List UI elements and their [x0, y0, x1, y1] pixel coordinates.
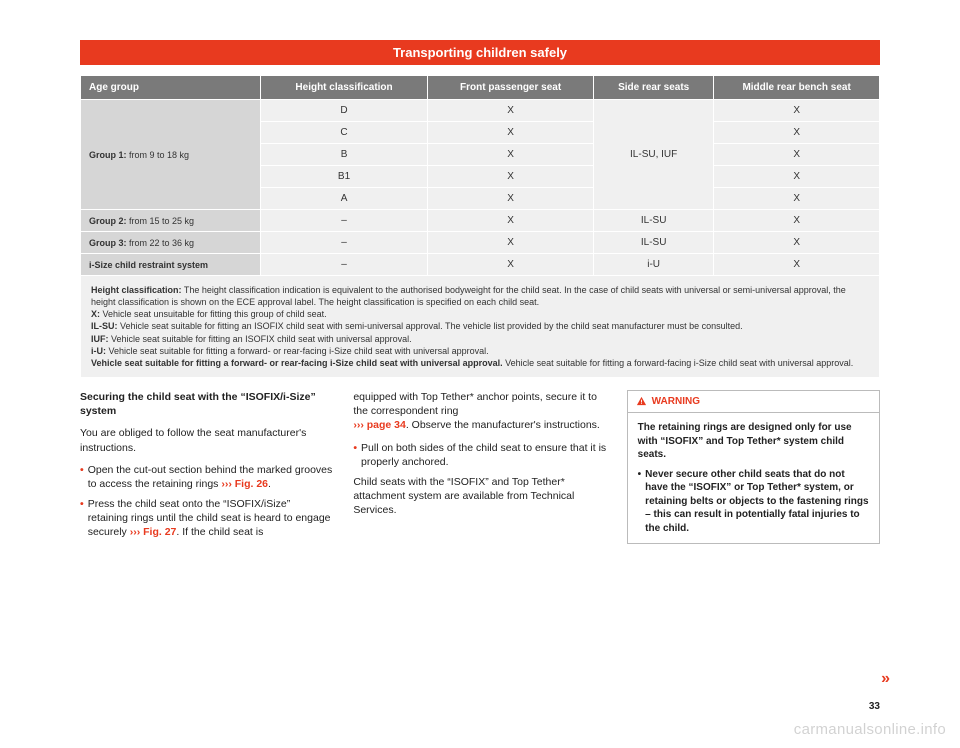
col-side-rear: Side rear seats [594, 76, 714, 100]
table-footnote-row: Height classification: The height classi… [81, 276, 880, 378]
warning-box: WARNING The retaining rings are designed… [627, 390, 880, 545]
table-row: i-Size child restraint system – X i-U X [81, 254, 880, 276]
cell: X [428, 166, 594, 188]
warning-bullet: • Never secure other child seats that do… [638, 468, 869, 536]
section-header: Transporting children safely [80, 40, 880, 65]
row-label-group1: Group 1: from 9 to 18 kg [81, 100, 261, 210]
cell: IL-SU [594, 210, 714, 232]
subheading: Securing the child seat with the “ISOFIX… [80, 390, 333, 418]
warning-triangle-icon [636, 396, 647, 407]
row-label-group3: Group 3: from 22 to 36 kg [81, 232, 261, 254]
paragraph: equipped with Top Tether* anchor points,… [353, 390, 606, 433]
column-2: equipped with Top Tether* anchor points,… [353, 390, 606, 546]
cell: X [714, 254, 880, 276]
cell: X [714, 166, 880, 188]
cell: – [260, 254, 427, 276]
watermark: carmanualsonline.info [794, 721, 946, 738]
bullet-item: • Pull on both sides of the child seat t… [353, 441, 606, 469]
cell: X [428, 254, 594, 276]
paragraph: Child seats with the “ISOFIX” and Top Te… [353, 475, 606, 518]
footnote-cell: Height classification: The height classi… [81, 276, 880, 378]
col-front-passenger: Front passenger seat [428, 76, 594, 100]
continuation-mark: » [881, 670, 890, 688]
cell: X [714, 100, 880, 122]
cell: X [714, 210, 880, 232]
warning-body: The retaining rings are designed only fo… [628, 413, 879, 543]
cell: B1 [260, 166, 427, 188]
fig-ref-link: ››› Fig. 26 [221, 478, 268, 490]
warning-paragraph: The retaining rings are designed only fo… [638, 421, 869, 462]
col-age-group: Age group [81, 76, 261, 100]
page-ref-link: ››› page 34 [353, 419, 406, 431]
fig-ref-link: ››› Fig. 27 [130, 526, 177, 538]
cell: X [428, 100, 594, 122]
bullet-dot-icon: • [353, 441, 357, 469]
bullet-dot-icon: • [638, 468, 642, 536]
cell: C [260, 122, 427, 144]
paragraph: You are obliged to follow the seat manuf… [80, 426, 333, 454]
cell: D [260, 100, 427, 122]
column-1: Securing the child seat with the “ISOFIX… [80, 390, 333, 546]
col-height: Height classification [260, 76, 427, 100]
row-label-isize: i-Size child restraint system [81, 254, 261, 276]
cell: – [260, 210, 427, 232]
col-middle-rear: Middle rear bench seat [714, 76, 880, 100]
classification-table: Age group Height classification Front pa… [80, 75, 880, 378]
warning-header: WARNING [628, 391, 879, 414]
column-3: WARNING The retaining rings are designed… [627, 390, 880, 546]
row-label-group2: Group 2: from 15 to 25 kg [81, 210, 261, 232]
cell: A [260, 188, 427, 210]
bullet-item: • Press the child seat onto the “ISOFIX/… [80, 497, 333, 540]
cell: X [714, 188, 880, 210]
warning-label: WARNING [652, 395, 700, 409]
table-row: Group 3: from 22 to 36 kg – X IL-SU X [81, 232, 880, 254]
table-row: Group 2: from 15 to 25 kg – X IL-SU X [81, 210, 880, 232]
cell-side-span: IL-SU, IUF [594, 100, 714, 210]
cell: X [714, 232, 880, 254]
page-number: 33 [869, 701, 880, 712]
body-columns: Securing the child seat with the “ISOFIX… [80, 390, 880, 546]
cell: X [428, 122, 594, 144]
cell: X [428, 144, 594, 166]
table-header-row: Age group Height classification Front pa… [81, 76, 880, 100]
cell: i-U [594, 254, 714, 276]
bullet-dot-icon: • [80, 463, 84, 491]
table-row: Group 1: from 9 to 18 kg D X IL-SU, IUF … [81, 100, 880, 122]
cell: X [714, 144, 880, 166]
cell: X [428, 188, 594, 210]
bullet-item: • Open the cut-out section behind the ma… [80, 463, 333, 491]
cell: X [428, 232, 594, 254]
cell: X [428, 210, 594, 232]
cell: X [714, 122, 880, 144]
cell: B [260, 144, 427, 166]
bullet-dot-icon: • [80, 497, 84, 540]
cell: – [260, 232, 427, 254]
cell: IL-SU [594, 232, 714, 254]
